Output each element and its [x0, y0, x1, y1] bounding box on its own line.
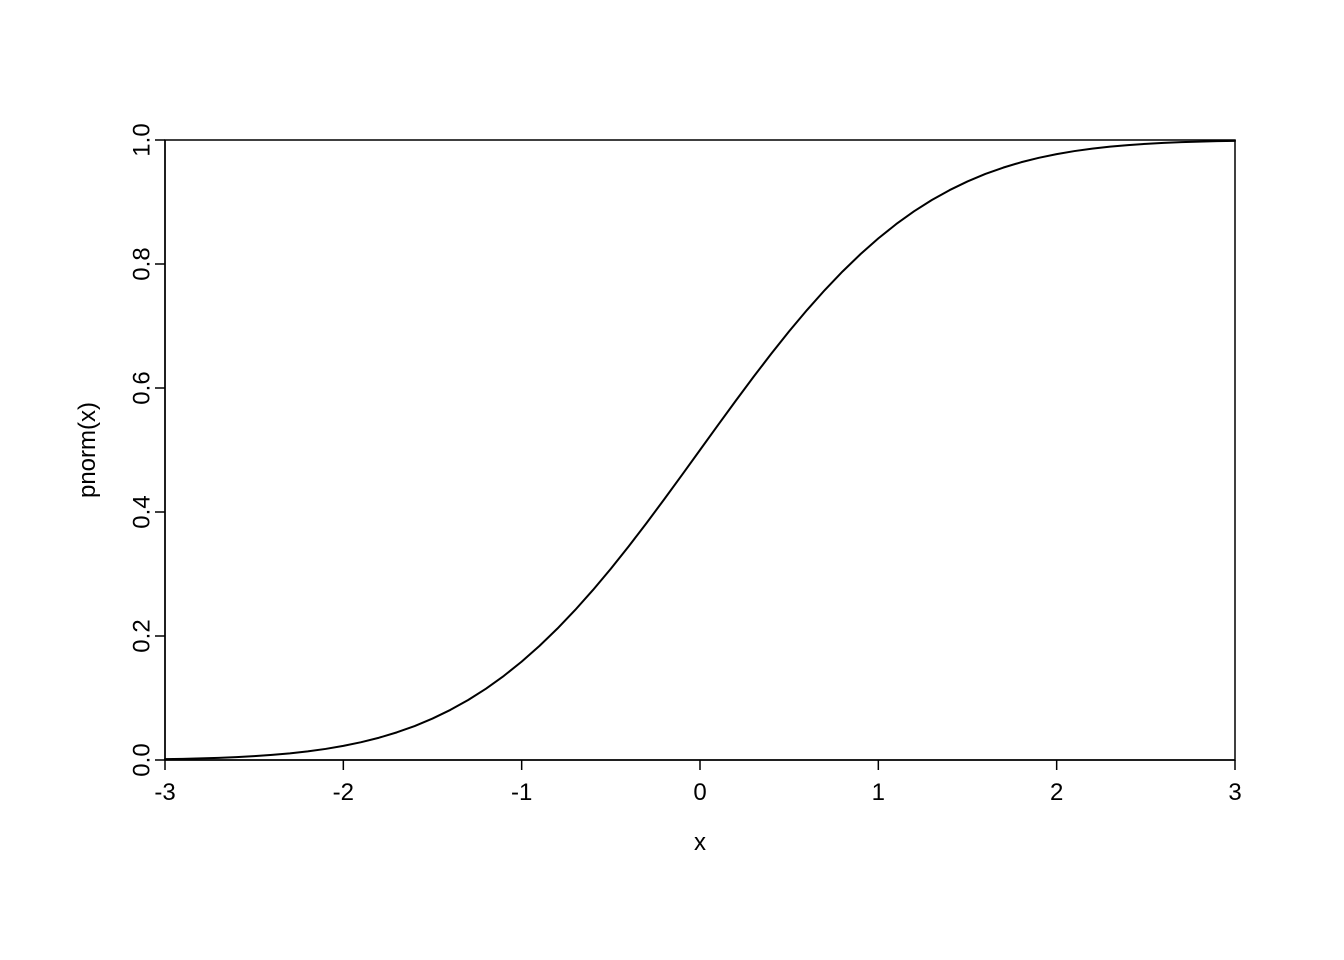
- y-axis-label: pnorm(x): [74, 402, 101, 498]
- chart-container: -3 -2 -1 0 1 2 3 0.0 0.2 0.4 0.6 0.8 1.0 x pnorm(x): [0, 0, 1344, 960]
- x-tick-label: 3: [1228, 779, 1241, 806]
- x-tick-label: 1: [872, 779, 885, 806]
- y-tick-label: 1.0: [128, 123, 155, 156]
- x-tick-label: 2: [1050, 779, 1063, 806]
- y-tick-label: 0.8: [128, 247, 155, 280]
- x-tick-label: 0: [693, 779, 706, 806]
- x-tick-label: -2: [333, 779, 354, 806]
- y-tick-label: 0.4: [128, 495, 155, 528]
- y-tick-label: 0.0: [128, 743, 155, 776]
- x-tick-label: -1: [511, 779, 532, 806]
- y-tick-label: 0.6: [128, 371, 155, 404]
- line-chart: -3 -2 -1 0 1 2 3 0.0 0.2 0.4 0.6 0.8 1.0 x pnorm(x): [0, 0, 1344, 960]
- y-tick-label: 0.2: [128, 619, 155, 652]
- x-tick-label: -3: [154, 779, 175, 806]
- x-axis-label: x: [694, 829, 706, 856]
